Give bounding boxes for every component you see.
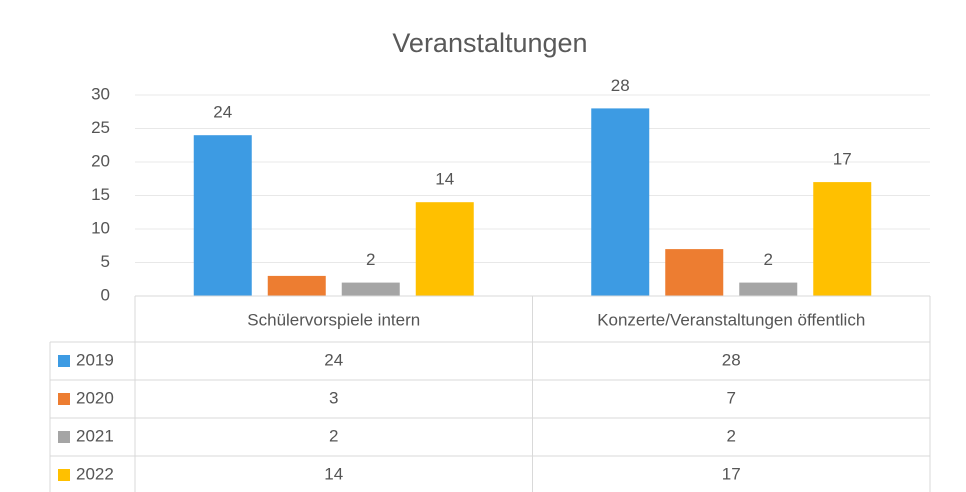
table-value: 2: [727, 426, 736, 445]
data-label: 24: [213, 103, 232, 122]
bar: [665, 249, 724, 296]
bar: [267, 275, 326, 296]
data-label: 2: [764, 250, 773, 269]
y-tick-label: 30: [91, 84, 110, 103]
table-value: 3: [329, 388, 338, 407]
data-label: 17: [833, 150, 852, 169]
y-tick-label: 5: [101, 252, 110, 271]
y-tick-label: 20: [91, 151, 110, 170]
x-tick-label: Konzerte/Veranstaltungen öffentlich: [597, 310, 865, 329]
y-tick-label: 0: [101, 285, 110, 304]
y-tick-label: 15: [91, 185, 110, 204]
bar: [591, 108, 650, 297]
data-label: 2: [366, 250, 375, 269]
bar: [813, 182, 872, 296]
legend-key: [58, 431, 70, 443]
bar: [341, 282, 400, 296]
legend-key: [58, 469, 70, 481]
bar: [415, 202, 474, 296]
bar: [739, 282, 798, 296]
y-tick-label: 10: [91, 218, 110, 237]
table-value: 7: [727, 388, 736, 407]
legend-key: [58, 355, 70, 367]
data-label: 14: [435, 170, 454, 189]
legend-key: [58, 393, 70, 405]
y-tick-label: 25: [91, 118, 110, 137]
table-value: 17: [722, 464, 741, 483]
x-tick-label: Schülervorspiele intern: [247, 310, 420, 329]
legend-label: 2021: [76, 426, 114, 445]
chart-title: Veranstaltungen: [392, 28, 587, 58]
legend-label: 2022: [76, 464, 114, 483]
data-label: 28: [611, 76, 630, 95]
table-value: 24: [324, 350, 343, 369]
table-value: 28: [722, 350, 741, 369]
legend-label: 2020: [76, 388, 114, 407]
table-value: 2: [329, 426, 338, 445]
bar: [193, 135, 252, 296]
legend-label: 2019: [76, 350, 114, 369]
table-value: 14: [324, 464, 343, 483]
